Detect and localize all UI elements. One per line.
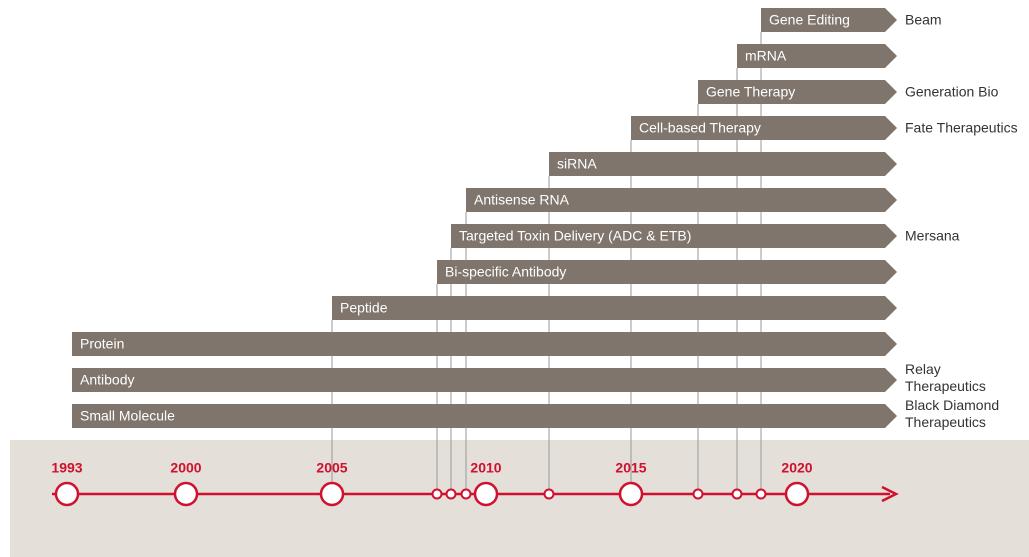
bar-label: Cell-based Therapy	[639, 120, 761, 136]
bar-label: Antibody	[80, 372, 134, 388]
event-dot	[692, 488, 704, 500]
event-dot	[543, 488, 555, 500]
bar-arrow	[451, 224, 897, 248]
year-circle	[319, 481, 345, 507]
year-label: 2010	[470, 460, 501, 476]
company-label: Mersana	[905, 228, 960, 244]
bar-arrow	[72, 404, 897, 428]
timeline-arrowhead	[881, 485, 899, 503]
company-label: Beam	[905, 12, 942, 28]
year-label: 2005	[316, 460, 347, 476]
event-dot	[445, 488, 457, 500]
year-circle	[54, 481, 80, 507]
company-label: Therapeutics	[905, 414, 986, 430]
year-label: 2015	[615, 460, 646, 476]
year-circle	[618, 481, 644, 507]
event-dot	[431, 488, 443, 500]
bar-label: Antisense RNA	[474, 192, 570, 208]
bar-label: Small Molecule	[80, 408, 175, 424]
year-label: 2000	[170, 460, 201, 476]
bar-label: Protein	[80, 336, 124, 352]
bar-label: siRNA	[557, 156, 597, 172]
bar-label: Targeted Toxin Delivery (ADC & ETB)	[459, 228, 691, 244]
bar-label: Gene Editing	[769, 12, 850, 28]
bar-arrow	[761, 8, 897, 32]
bar-arrow	[72, 368, 897, 392]
event-dot	[731, 488, 743, 500]
bar-label: mRNA	[745, 48, 787, 64]
timeline-band	[10, 440, 1029, 557]
company-label: Therapeutics	[905, 378, 986, 394]
event-dot	[755, 488, 767, 500]
bar-label: Gene Therapy	[706, 84, 795, 100]
bar-arrow	[698, 80, 897, 104]
bar-arrow	[466, 188, 897, 212]
bar-arrow	[72, 332, 897, 356]
year-circle	[173, 481, 199, 507]
bar-arrow	[631, 116, 897, 140]
bar-arrow	[549, 152, 897, 176]
event-dot	[460, 488, 472, 500]
year-label: 2020	[781, 460, 812, 476]
bar-label: Bi-specific Antibody	[445, 264, 566, 280]
bar-arrow	[737, 44, 897, 68]
company-label: Black Diamond	[905, 397, 999, 413]
bar-arrow	[437, 260, 897, 284]
company-label: Fate Therapeutics	[905, 120, 1018, 136]
bar-label: Peptide	[340, 300, 388, 316]
year-circle	[784, 481, 810, 507]
company-label: Relay	[905, 361, 941, 377]
company-label: Generation Bio	[905, 84, 999, 100]
year-label: 1993	[51, 460, 82, 476]
year-circle	[473, 481, 499, 507]
bar-arrow	[332, 296, 897, 320]
